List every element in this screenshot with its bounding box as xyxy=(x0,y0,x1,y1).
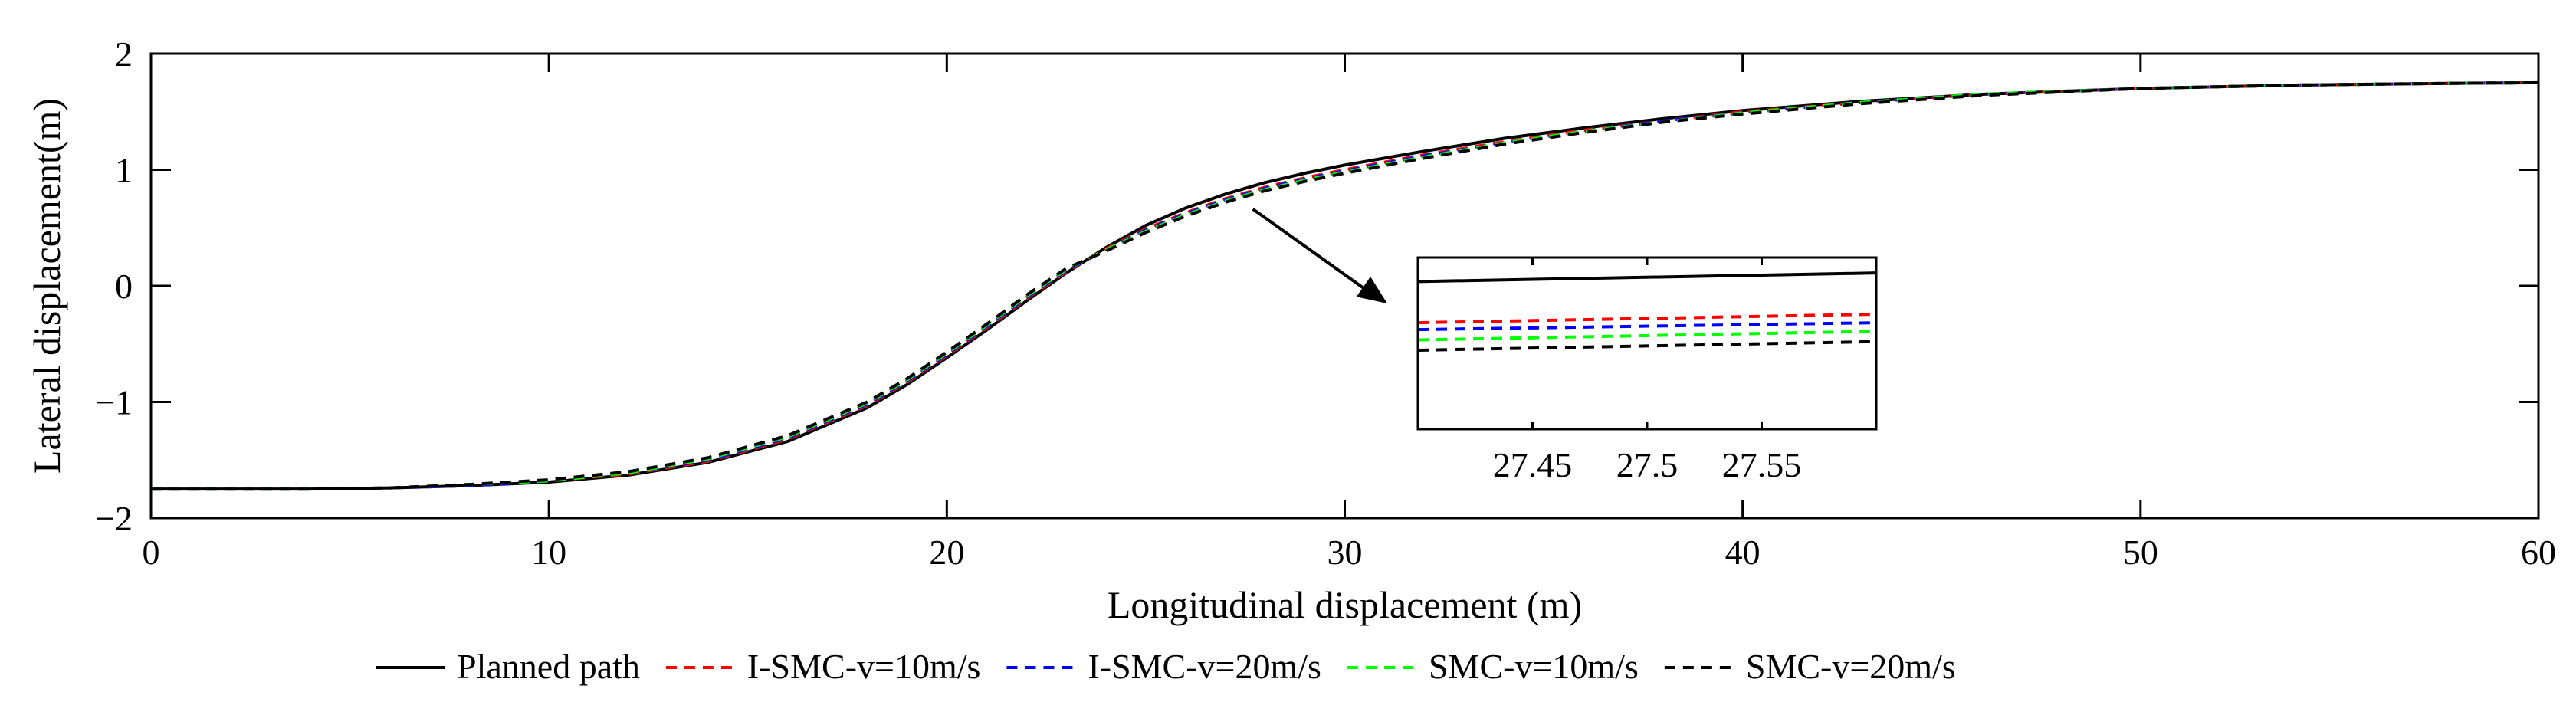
y-tick-label: 0 xyxy=(115,267,133,306)
inset-background xyxy=(1418,258,1876,429)
x-tick-label: 20 xyxy=(929,533,964,572)
x-axis-title: Longitudinal displacement (m) xyxy=(1108,583,1582,626)
plot-lines xyxy=(151,80,2539,491)
legend-label: Planned path xyxy=(457,647,640,686)
legend-label: SMC-v=20m/s xyxy=(1746,647,1956,686)
legend-label: SMC-v=10m/s xyxy=(1429,647,1639,686)
inset-line-i-smc-v-20m-s xyxy=(1417,321,1877,332)
x-axis: 0 10 20 30 40 50 60 xyxy=(143,54,2556,572)
y-axis-title: Lateral displacement(m) xyxy=(25,98,68,474)
y-axis: 2 1 0 −1 −2 xyxy=(95,34,2538,538)
y-tick-label: −1 xyxy=(95,383,133,422)
x-tick-label: 40 xyxy=(1725,533,1761,572)
zoom-inset: 27.45 27.5 27.55 xyxy=(1252,208,1878,484)
legend-label: I-SMC-v=10m/s xyxy=(747,647,981,686)
y-tick-label: 2 xyxy=(115,34,133,74)
inset-x-tick-label: 27.45 xyxy=(1493,445,1573,484)
legend: Planned path I-SMC-v=10m/s I-SMC-v=20m/s SM… xyxy=(376,647,1956,686)
zoom-arrow xyxy=(1252,208,1378,299)
legend-label: I-SMC-v=20m/s xyxy=(1088,647,1321,686)
zoom-arrow-head xyxy=(1356,277,1387,303)
x-tick-label: 60 xyxy=(2521,533,2556,572)
inset-line-smc-v-20m-s xyxy=(1417,340,1877,352)
x-tick-label: 50 xyxy=(2123,533,2158,572)
inset-line-i-smc-v-10m-s xyxy=(1417,312,1877,325)
inset-x-tick-label: 27.55 xyxy=(1722,445,1802,484)
x-tick-label: 10 xyxy=(531,533,566,572)
x-tick-label: 30 xyxy=(1327,533,1363,572)
inset-line-smc-v-10m-s xyxy=(1417,330,1877,342)
series-line-smc-v-20m-s xyxy=(151,80,2539,491)
y-tick-label: −2 xyxy=(95,499,133,538)
inset-line-planned-path xyxy=(1417,271,1877,284)
inset-x-tick-label: 27.5 xyxy=(1616,445,1679,484)
y-tick-label: 1 xyxy=(115,151,133,190)
x-tick-label: 0 xyxy=(143,533,160,572)
